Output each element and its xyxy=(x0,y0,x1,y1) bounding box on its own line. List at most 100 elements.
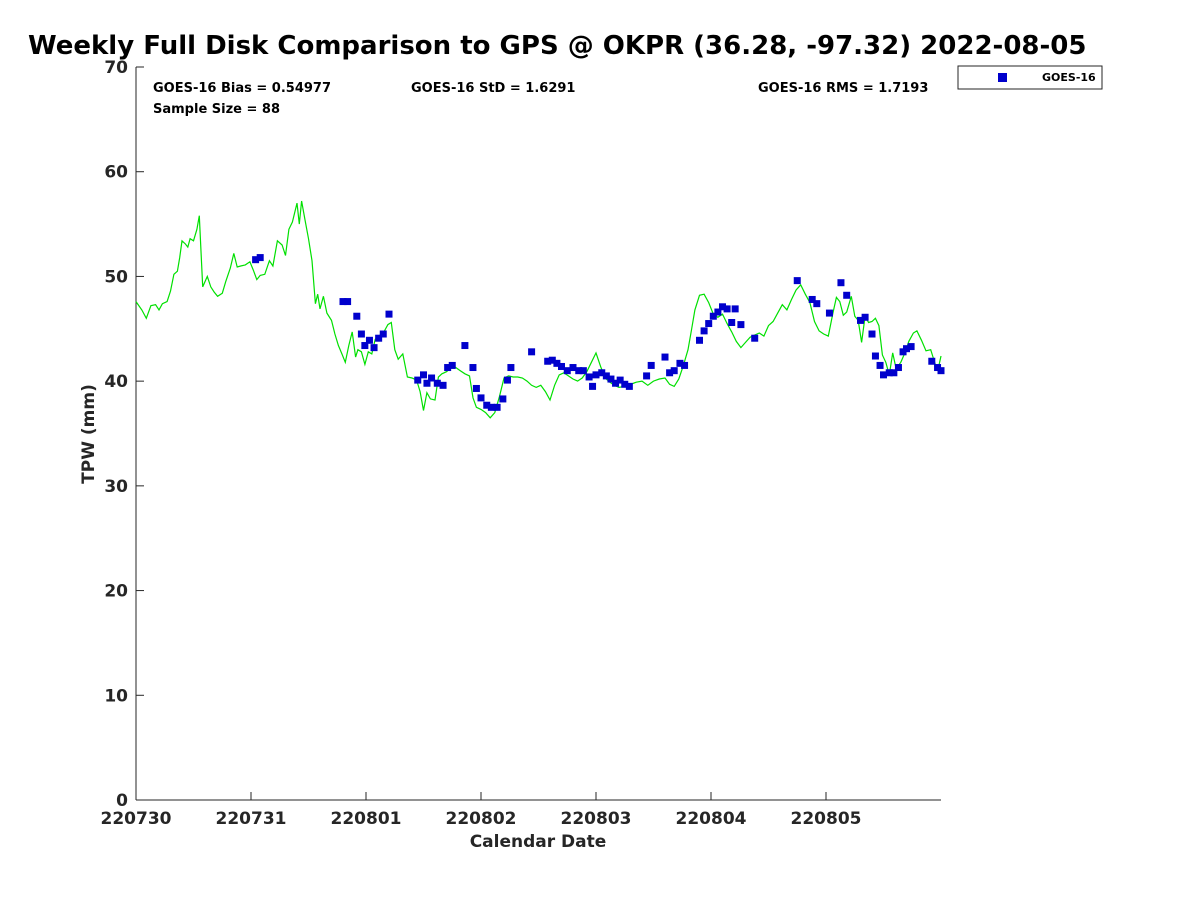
sample-size-annotation: Sample Size = 88 xyxy=(153,102,280,117)
goes16-data-point xyxy=(714,308,722,316)
x-tick-label: 220804 xyxy=(676,809,747,829)
y-tick-label: 20 xyxy=(104,582,128,602)
x-tick-label: 220803 xyxy=(561,809,632,829)
goes16-data-point xyxy=(353,312,361,320)
goes16-data-point xyxy=(903,345,910,353)
goes16-data-point xyxy=(528,348,536,356)
goes16-data-point xyxy=(843,291,851,299)
goes16-data-point xyxy=(420,371,427,379)
goes16-data-point xyxy=(625,382,633,390)
x-tick-label: 220802 xyxy=(446,809,517,829)
goes16-data-point xyxy=(428,374,436,382)
legend-box xyxy=(957,65,1103,90)
goes16-data-point xyxy=(483,401,491,409)
goes16-data-point xyxy=(252,256,260,264)
goes16-data-point xyxy=(548,356,556,364)
y-tick-label: 0 xyxy=(116,791,128,811)
std-annotation: GOES-16 StD = 1.6291 xyxy=(411,81,575,96)
goes16-data-point xyxy=(751,334,759,342)
goes16-data-point xyxy=(423,379,431,387)
goes16-data-point xyxy=(461,342,469,350)
goes16-data-point xyxy=(937,367,945,375)
goes16-data-point xyxy=(621,380,629,388)
x-tick-label: 220731 xyxy=(216,809,287,829)
x-axis-label: Calendar Date xyxy=(470,832,607,852)
y-tick-label: 50 xyxy=(104,267,128,287)
goes16-data-point xyxy=(553,359,561,367)
goes16-data-point xyxy=(414,376,422,384)
goes16-data-point xyxy=(793,277,801,285)
goes16-data-point xyxy=(876,361,884,369)
goes16-data-point xyxy=(607,375,615,383)
goes16-data-point xyxy=(472,384,480,392)
rms-annotation: GOES-16 RMS = 1.7193 xyxy=(758,81,928,96)
goes16-data-point xyxy=(579,367,587,375)
goes16-data-point xyxy=(676,359,684,367)
y-tick-label: 40 xyxy=(104,372,128,392)
goes16-data-point xyxy=(379,330,387,338)
goes16-data-point xyxy=(696,336,703,344)
goes16-data-point xyxy=(563,367,571,375)
x-tick-label: 220805 xyxy=(791,809,862,829)
goes16-data-point xyxy=(705,320,713,328)
goes16-data-point xyxy=(448,361,456,369)
goes16-data-point xyxy=(585,373,593,381)
goes16-data-point xyxy=(643,372,651,380)
goes16-data-point xyxy=(444,364,452,372)
y-tick-label: 60 xyxy=(104,163,128,183)
gps-series-line xyxy=(135,200,942,419)
chart-title: Weekly Full Disk Comparison to GPS @ OKP… xyxy=(28,31,1086,61)
goes16-data-point xyxy=(469,364,477,372)
goes16-data-point xyxy=(370,344,378,352)
goes16-data-point xyxy=(558,362,565,370)
goes16-data-point xyxy=(503,376,511,384)
goes16-data-point xyxy=(592,371,600,379)
goes16-data-point xyxy=(339,298,347,306)
goes16-data-point xyxy=(880,371,887,379)
goes16-data-point xyxy=(507,364,515,372)
goes16-data-point xyxy=(575,367,583,375)
goes16-data-point xyxy=(598,369,606,377)
goes16-data-point xyxy=(670,367,678,375)
y-tick-label: 10 xyxy=(104,686,128,706)
goes16-data-point xyxy=(666,369,674,377)
goes16-data-point xyxy=(385,310,393,318)
goes16-data-point xyxy=(871,352,879,360)
goes16-data-point xyxy=(602,372,610,380)
goes16-data-point xyxy=(493,403,501,411)
goes16-data-point xyxy=(728,319,736,327)
x-tick-label: 220801 xyxy=(331,809,402,829)
goes16-data-point xyxy=(907,343,915,351)
goes16-data-point xyxy=(861,313,869,321)
x-tick-label: 220730 xyxy=(101,809,172,829)
goes16-data-point xyxy=(928,357,936,365)
goes16-data-point xyxy=(544,357,552,365)
goes16-data-point xyxy=(477,394,485,402)
goes16-data-point xyxy=(681,361,689,369)
goes16-data-point xyxy=(837,279,845,287)
goes16-data-point xyxy=(487,403,495,411)
goes16-data-point xyxy=(890,369,898,377)
goes16-data-point xyxy=(357,330,365,338)
goes16-data-point xyxy=(709,312,717,320)
goes16-data-point xyxy=(344,298,352,306)
goes16-data-point xyxy=(365,336,373,344)
goes16-data-point xyxy=(813,300,821,308)
goes16-data-point xyxy=(616,376,624,384)
goes16-data-point xyxy=(647,361,655,369)
goes16-data-point xyxy=(661,353,669,361)
goes16-data-point xyxy=(885,369,893,377)
series-layer xyxy=(135,200,945,419)
x-ticks: 220730 220731 220801 220802 220803 220804 2208… xyxy=(101,792,862,829)
y-axis-label: TPW (mm) xyxy=(79,384,99,484)
goes16-data-point xyxy=(361,342,369,350)
legend-marker-goes16 xyxy=(998,73,1007,82)
goes16-data-point xyxy=(723,305,731,313)
goes16-data-point xyxy=(589,382,597,390)
goes16-data-point xyxy=(499,395,507,403)
goes16-data-point xyxy=(256,254,264,262)
y-tick-label: 30 xyxy=(104,477,128,497)
legend-label-goes16: GOES-16 xyxy=(1042,71,1096,84)
goes16-data-point xyxy=(433,379,441,387)
